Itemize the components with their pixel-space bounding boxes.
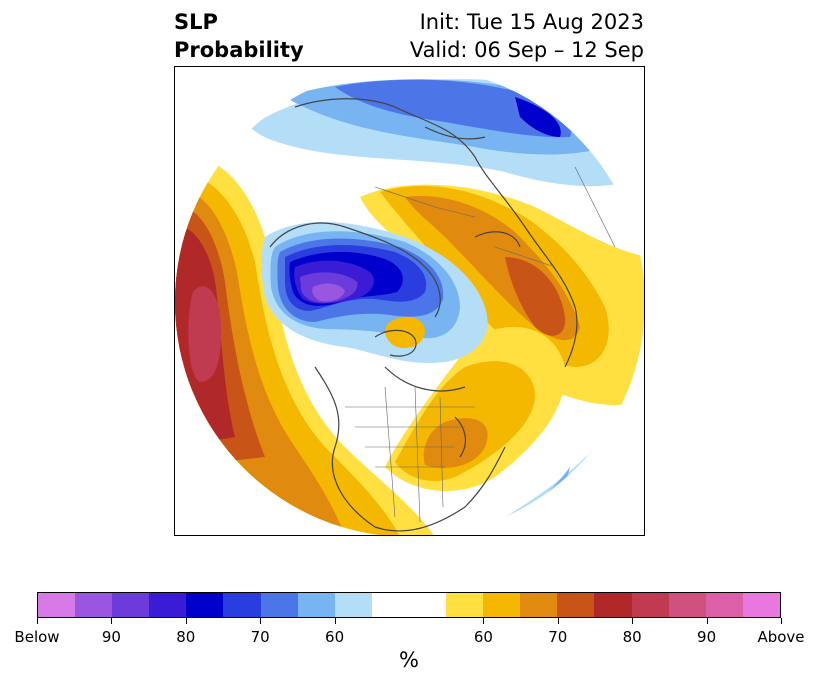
colorbar-segment-below-60: [297, 593, 335, 617]
above-anomaly-pacific-80: [188, 286, 222, 382]
colorbar-segment-neutral: [371, 593, 447, 617]
colorbar-segment-above-65: [520, 593, 558, 617]
colorbar-tick-mark: [111, 618, 113, 624]
colorbar-tick-label: Above: [757, 628, 805, 646]
colorbar-tick-label: 80: [176, 628, 196, 646]
valid-date-range: Valid: 06 Sep – 12 Sep: [409, 38, 644, 62]
colorbar: [37, 592, 781, 618]
colorbar-segment-above-70: [557, 593, 595, 617]
chart-title: SLP Probability: [174, 8, 304, 64]
colorbar-segment-above-90: [705, 593, 743, 617]
colorbar-segment-below-80: [149, 593, 187, 617]
above-anomaly-eurasia-70: [505, 257, 566, 336]
colorbar-segment-below: [38, 593, 76, 617]
colorbar-segment-below-75: [186, 593, 224, 617]
title-line-2: Probability: [174, 38, 304, 62]
colorbar-tick-mark: [483, 618, 485, 624]
title-line-1: SLP: [174, 10, 218, 34]
colorbar-tick-mark: [632, 618, 634, 624]
colorbar-segment-below-85: [112, 593, 150, 617]
colorbar-tick-label: 60: [325, 628, 345, 646]
colorbar-tick-mark: [781, 618, 782, 624]
colorbar-segment-below-55: [334, 593, 372, 617]
colorbar-segment-below-90: [75, 593, 113, 617]
init-date: Init: Tue 15 Aug 2023: [419, 10, 644, 34]
colorbar-segment-below-65: [260, 593, 298, 617]
colorbar-segment-above-80: [631, 593, 669, 617]
colorbar-tick-mark: [334, 618, 336, 624]
colorbar-tick-label: 70: [548, 628, 568, 646]
colorbar-tick-label: 60: [473, 628, 493, 646]
below-anomaly-arctic-top-75: [515, 97, 561, 137]
colorbar-tick-mark: [260, 618, 262, 624]
colorbar-tick-label: 90: [697, 628, 717, 646]
map-canvas: [175, 67, 644, 535]
colorbar-tick-label: Below: [14, 628, 60, 646]
colorbar-tick-mark: [37, 618, 38, 624]
forecast-dates: Init: Tue 15 Aug 2023 Valid: 06 Sep – 12…: [410, 8, 644, 64]
colorbar-segment-above-75: [594, 593, 632, 617]
colorbar-tick-mark: [557, 618, 559, 624]
colorbar-tick-mark: [185, 618, 187, 624]
coastlines: [269, 98, 578, 532]
colorbar-tick-label: 90: [101, 628, 121, 646]
above-anomaly-atlantic-65: [423, 418, 488, 468]
colorbar-tick-label: 70: [250, 628, 270, 646]
colorbar-segment-below-70: [223, 593, 261, 617]
colorbar-tick-mark: [706, 618, 708, 624]
colorbar-segment-above-60: [483, 593, 521, 617]
country-borders: [345, 166, 616, 523]
colorbar-segment-above-85: [668, 593, 706, 617]
colorbar-unit-label: %: [399, 648, 419, 672]
below-anomaly-arctic-top-65: [335, 79, 572, 138]
colorbar-tick-label: 80: [622, 628, 642, 646]
colorbar-segment-above-55: [446, 593, 484, 617]
probability-map: [174, 66, 645, 536]
below-anomaly-trough-90: [312, 283, 345, 302]
colorbar-segment-above: [742, 593, 780, 617]
